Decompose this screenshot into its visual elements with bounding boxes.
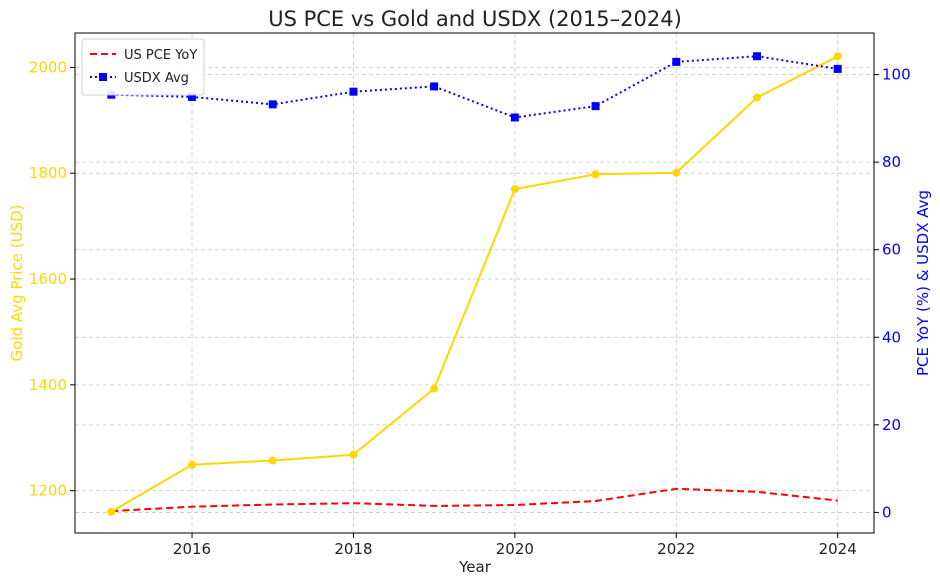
x-tick-label: 2018 bbox=[334, 540, 372, 558]
legend-label: US PCE YoY bbox=[124, 48, 197, 63]
y-axis-right: 0 20 40 60 80 100 bbox=[874, 66, 911, 521]
data-point bbox=[833, 64, 842, 73]
x-tick-label: 2022 bbox=[657, 540, 695, 558]
y-right-tick-label: 80 bbox=[882, 153, 901, 171]
chart-title: US PCE vs Gold and USDX (2015–2024) bbox=[268, 7, 682, 31]
y-right-tick-label: 0 bbox=[882, 503, 892, 521]
y-left-tick-label: 1800 bbox=[29, 164, 67, 182]
legend: US PCE YoY USDX Avg bbox=[81, 38, 205, 96]
y-left-tick-label: 1600 bbox=[29, 270, 67, 288]
data-point bbox=[591, 170, 600, 179]
grid bbox=[75, 33, 874, 533]
y-axis-right-label: PCE YoY (%) & USDX Avg bbox=[914, 190, 932, 376]
data-point bbox=[672, 168, 681, 177]
series-group bbox=[111, 487, 838, 513]
data-point bbox=[430, 82, 439, 91]
data-point bbox=[591, 102, 600, 111]
series-line bbox=[111, 487, 838, 513]
y-right-tick-label: 20 bbox=[882, 416, 901, 434]
series-line bbox=[110, 55, 839, 513]
x-axis-label: Year bbox=[458, 558, 492, 576]
data-point bbox=[349, 450, 358, 459]
y-right-tick-label: 100 bbox=[882, 66, 911, 84]
data-point bbox=[430, 384, 439, 393]
data-point bbox=[833, 52, 842, 61]
data-point bbox=[349, 87, 358, 96]
data-point bbox=[107, 507, 116, 516]
y-right-tick-label: 60 bbox=[882, 241, 901, 259]
data-point bbox=[672, 57, 681, 66]
data-point bbox=[268, 100, 277, 109]
data-point bbox=[188, 92, 197, 101]
plot-frame bbox=[74, 32, 875, 534]
x-tick-label: 2020 bbox=[496, 540, 534, 558]
series-layer bbox=[107, 52, 842, 516]
data-point bbox=[188, 460, 197, 469]
series-group bbox=[107, 52, 842, 122]
data-point bbox=[752, 93, 761, 102]
x-tick-label: 2024 bbox=[819, 540, 857, 558]
x-axis: 2016 2018 2020 2022 2024 bbox=[173, 533, 857, 558]
series-group bbox=[107, 52, 842, 516]
data-point bbox=[752, 52, 761, 61]
y-left-tick-label: 2000 bbox=[29, 58, 67, 76]
legend-label: USDX Avg bbox=[124, 71, 189, 86]
data-point bbox=[510, 185, 519, 194]
data-point bbox=[510, 113, 519, 122]
y-left-tick-label: 1200 bbox=[29, 482, 67, 500]
series-line bbox=[111, 55, 838, 119]
legend-marker bbox=[99, 73, 107, 81]
data-point bbox=[268, 456, 277, 465]
x-tick-label: 2016 bbox=[173, 540, 211, 558]
y-right-tick-label: 40 bbox=[882, 328, 901, 346]
y-axis-left-label: Gold Avg Price (USD) bbox=[8, 205, 26, 362]
y-axis-left: 1200 1400 1600 1800 2000 bbox=[29, 58, 75, 500]
y-left-tick-label: 1400 bbox=[29, 376, 67, 394]
